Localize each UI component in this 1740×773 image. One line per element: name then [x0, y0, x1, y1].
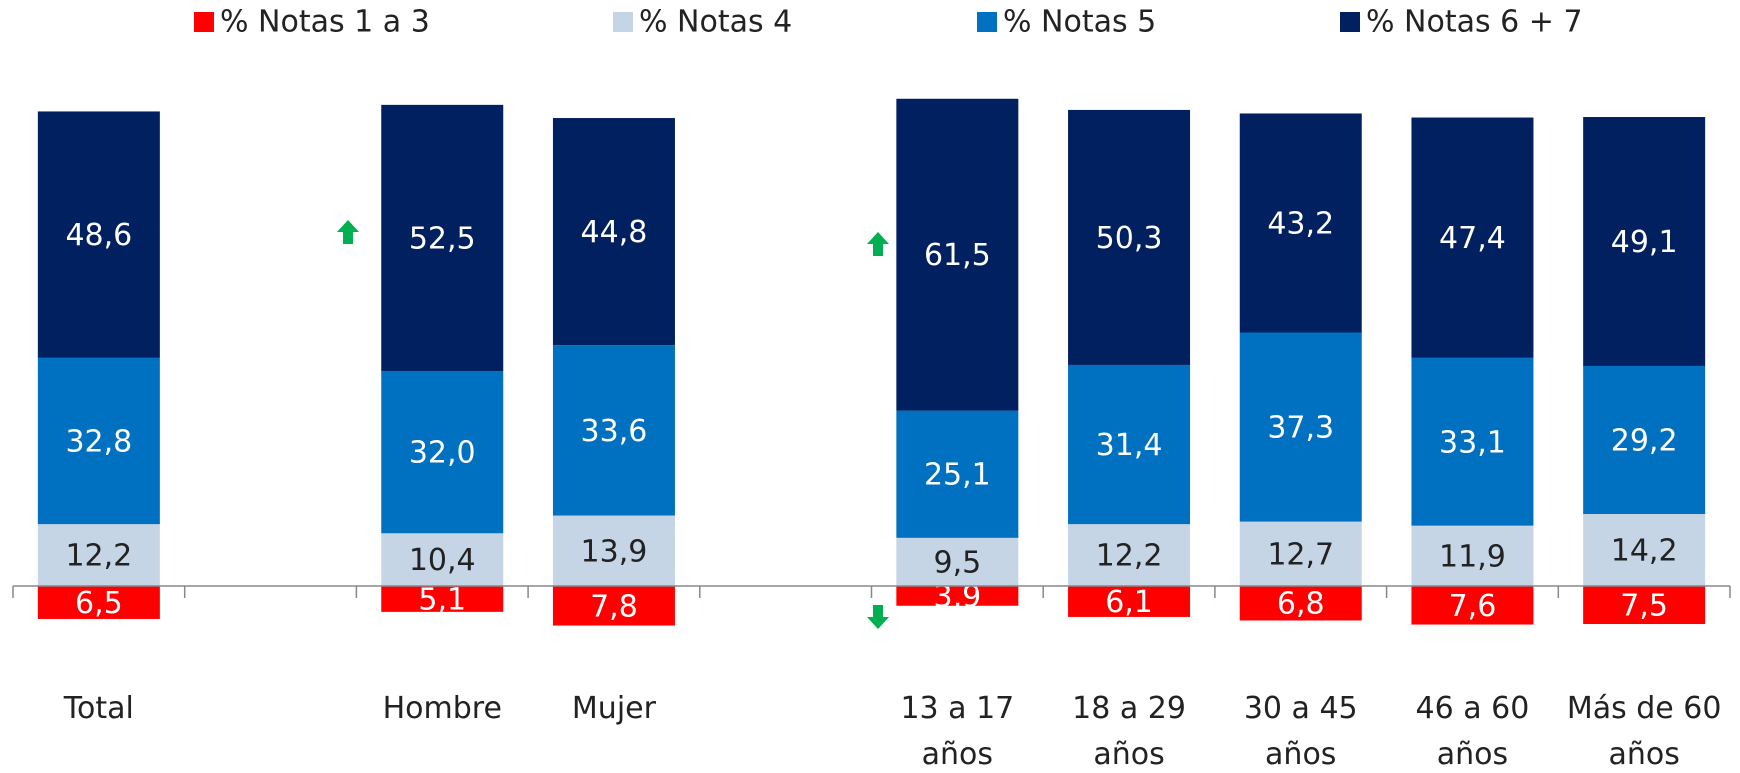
data-label: 6,1: [1105, 585, 1153, 620]
x-tick-label: Total: [63, 691, 134, 726]
bar-segment: [552, 586, 675, 626]
bar-segment: [552, 515, 675, 586]
data-label: 50,3: [1096, 221, 1163, 256]
bar-segment: [1583, 586, 1706, 625]
data-label: 14,2: [1611, 534, 1678, 569]
data-label: 7,8: [590, 589, 638, 624]
data-label: 7,6: [1449, 589, 1497, 624]
bar-segment: [381, 104, 504, 372]
x-tick-label: Hombre: [382, 691, 502, 726]
bar-segment: [1068, 586, 1191, 617]
x-label-box: 30 a 45 años: [1243, 691, 1358, 772]
x-label-box: Mujer: [571, 691, 656, 726]
legend-label: % Notas 6 + 7: [1366, 5, 1583, 40]
bar-segment: [552, 345, 675, 516]
data-label: 12,2: [1096, 539, 1163, 574]
down-arrow: [867, 605, 889, 629]
bar-segment: [896, 410, 1019, 538]
data-label: 6,8: [1277, 587, 1325, 622]
bar-segment: [896, 98, 1019, 411]
bar-segment: [1411, 586, 1534, 625]
data-label: 12,2: [65, 539, 132, 574]
bar-segment: [1411, 525, 1534, 586]
data-label: 9,5: [933, 545, 981, 580]
bar-segment: [37, 524, 160, 586]
trend-arrows: [337, 220, 889, 629]
bar-segment: [1583, 514, 1706, 586]
x-label-box: Más de 60 años: [1566, 691, 1722, 772]
data-label: 13,9: [581, 534, 648, 569]
legend-label: % Notas 5: [1003, 5, 1156, 40]
x-label-box: Hombre: [382, 691, 502, 726]
x-tick-label: 46 a 60 años: [1415, 691, 1530, 772]
data-label: 37,3: [1267, 411, 1334, 446]
data-label: 48,6: [65, 218, 132, 253]
legend-swatch: [977, 12, 997, 32]
data-label: 12,7: [1267, 537, 1334, 572]
data-label: 5,1: [418, 582, 466, 617]
legend-swatch: [1340, 12, 1360, 32]
bar-segment: [1239, 586, 1362, 621]
data-label: 25,1: [924, 458, 991, 493]
up-arrow: [337, 220, 359, 244]
x-tick-label: Mujer: [571, 691, 656, 726]
data-label: 6,5: [75, 586, 123, 621]
legend-label: % Notas 1 a 3: [220, 5, 430, 40]
data-label: 33,6: [581, 414, 648, 449]
bar-segment: [1239, 113, 1362, 333]
bar-segment: [552, 118, 675, 346]
data-label: 32,0: [409, 436, 476, 471]
bar-segment: [381, 586, 504, 612]
data-label: 7,5: [1620, 589, 1668, 624]
data-label: 44,8: [581, 215, 648, 250]
data-label: 47,4: [1439, 221, 1506, 256]
bar-segment: [1411, 357, 1534, 526]
data-label: 49,1: [1611, 225, 1678, 260]
bar-segment: [381, 533, 504, 586]
x-tick-label: 13 a 17 años: [900, 691, 1015, 772]
data-label: 61,5: [924, 238, 991, 273]
bar-segment: [896, 586, 1019, 606]
bar-segment: [1068, 109, 1191, 365]
legend-label: % Notas 4: [639, 5, 792, 40]
data-label: 29,2: [1611, 423, 1678, 458]
data-label: 33,1: [1439, 425, 1506, 460]
bar-segment: [1239, 332, 1362, 522]
data-label: 32,8: [65, 424, 132, 459]
legend-swatch: [613, 12, 633, 32]
x-label-box: Total: [63, 691, 134, 726]
x-label-box: 18 a 29 años: [1072, 691, 1186, 772]
legend-swatch: [194, 12, 214, 32]
x-tick-label: 30 a 45 años: [1243, 691, 1358, 772]
data-label: 31,4: [1096, 428, 1163, 463]
bar-segment: [381, 371, 504, 534]
data-label: 10,4: [409, 543, 476, 578]
bar-segment: [1068, 364, 1191, 525]
bar-segment: [1068, 524, 1191, 586]
data-label: 52,5: [409, 221, 476, 256]
data-label: 11,9: [1439, 539, 1506, 574]
bar-segment: [37, 357, 160, 525]
bar-segment: [37, 586, 160, 619]
x-tick-label: 18 a 29 años: [1072, 691, 1186, 772]
data-label: 43,2: [1267, 206, 1334, 241]
bar-segment: [1411, 117, 1534, 358]
up-arrow: [867, 232, 889, 256]
bar-segment: [1239, 521, 1362, 586]
x-label-box: 46 a 60 años: [1415, 691, 1530, 772]
x-label-box: 13 a 17 años: [900, 691, 1015, 772]
bar-segment: [1583, 117, 1706, 366]
bar-segment: [896, 537, 1019, 586]
x-tick-label: Más de 60 años: [1566, 691, 1722, 772]
bar-segment: [37, 111, 160, 358]
bar-segment: [1583, 365, 1706, 515]
